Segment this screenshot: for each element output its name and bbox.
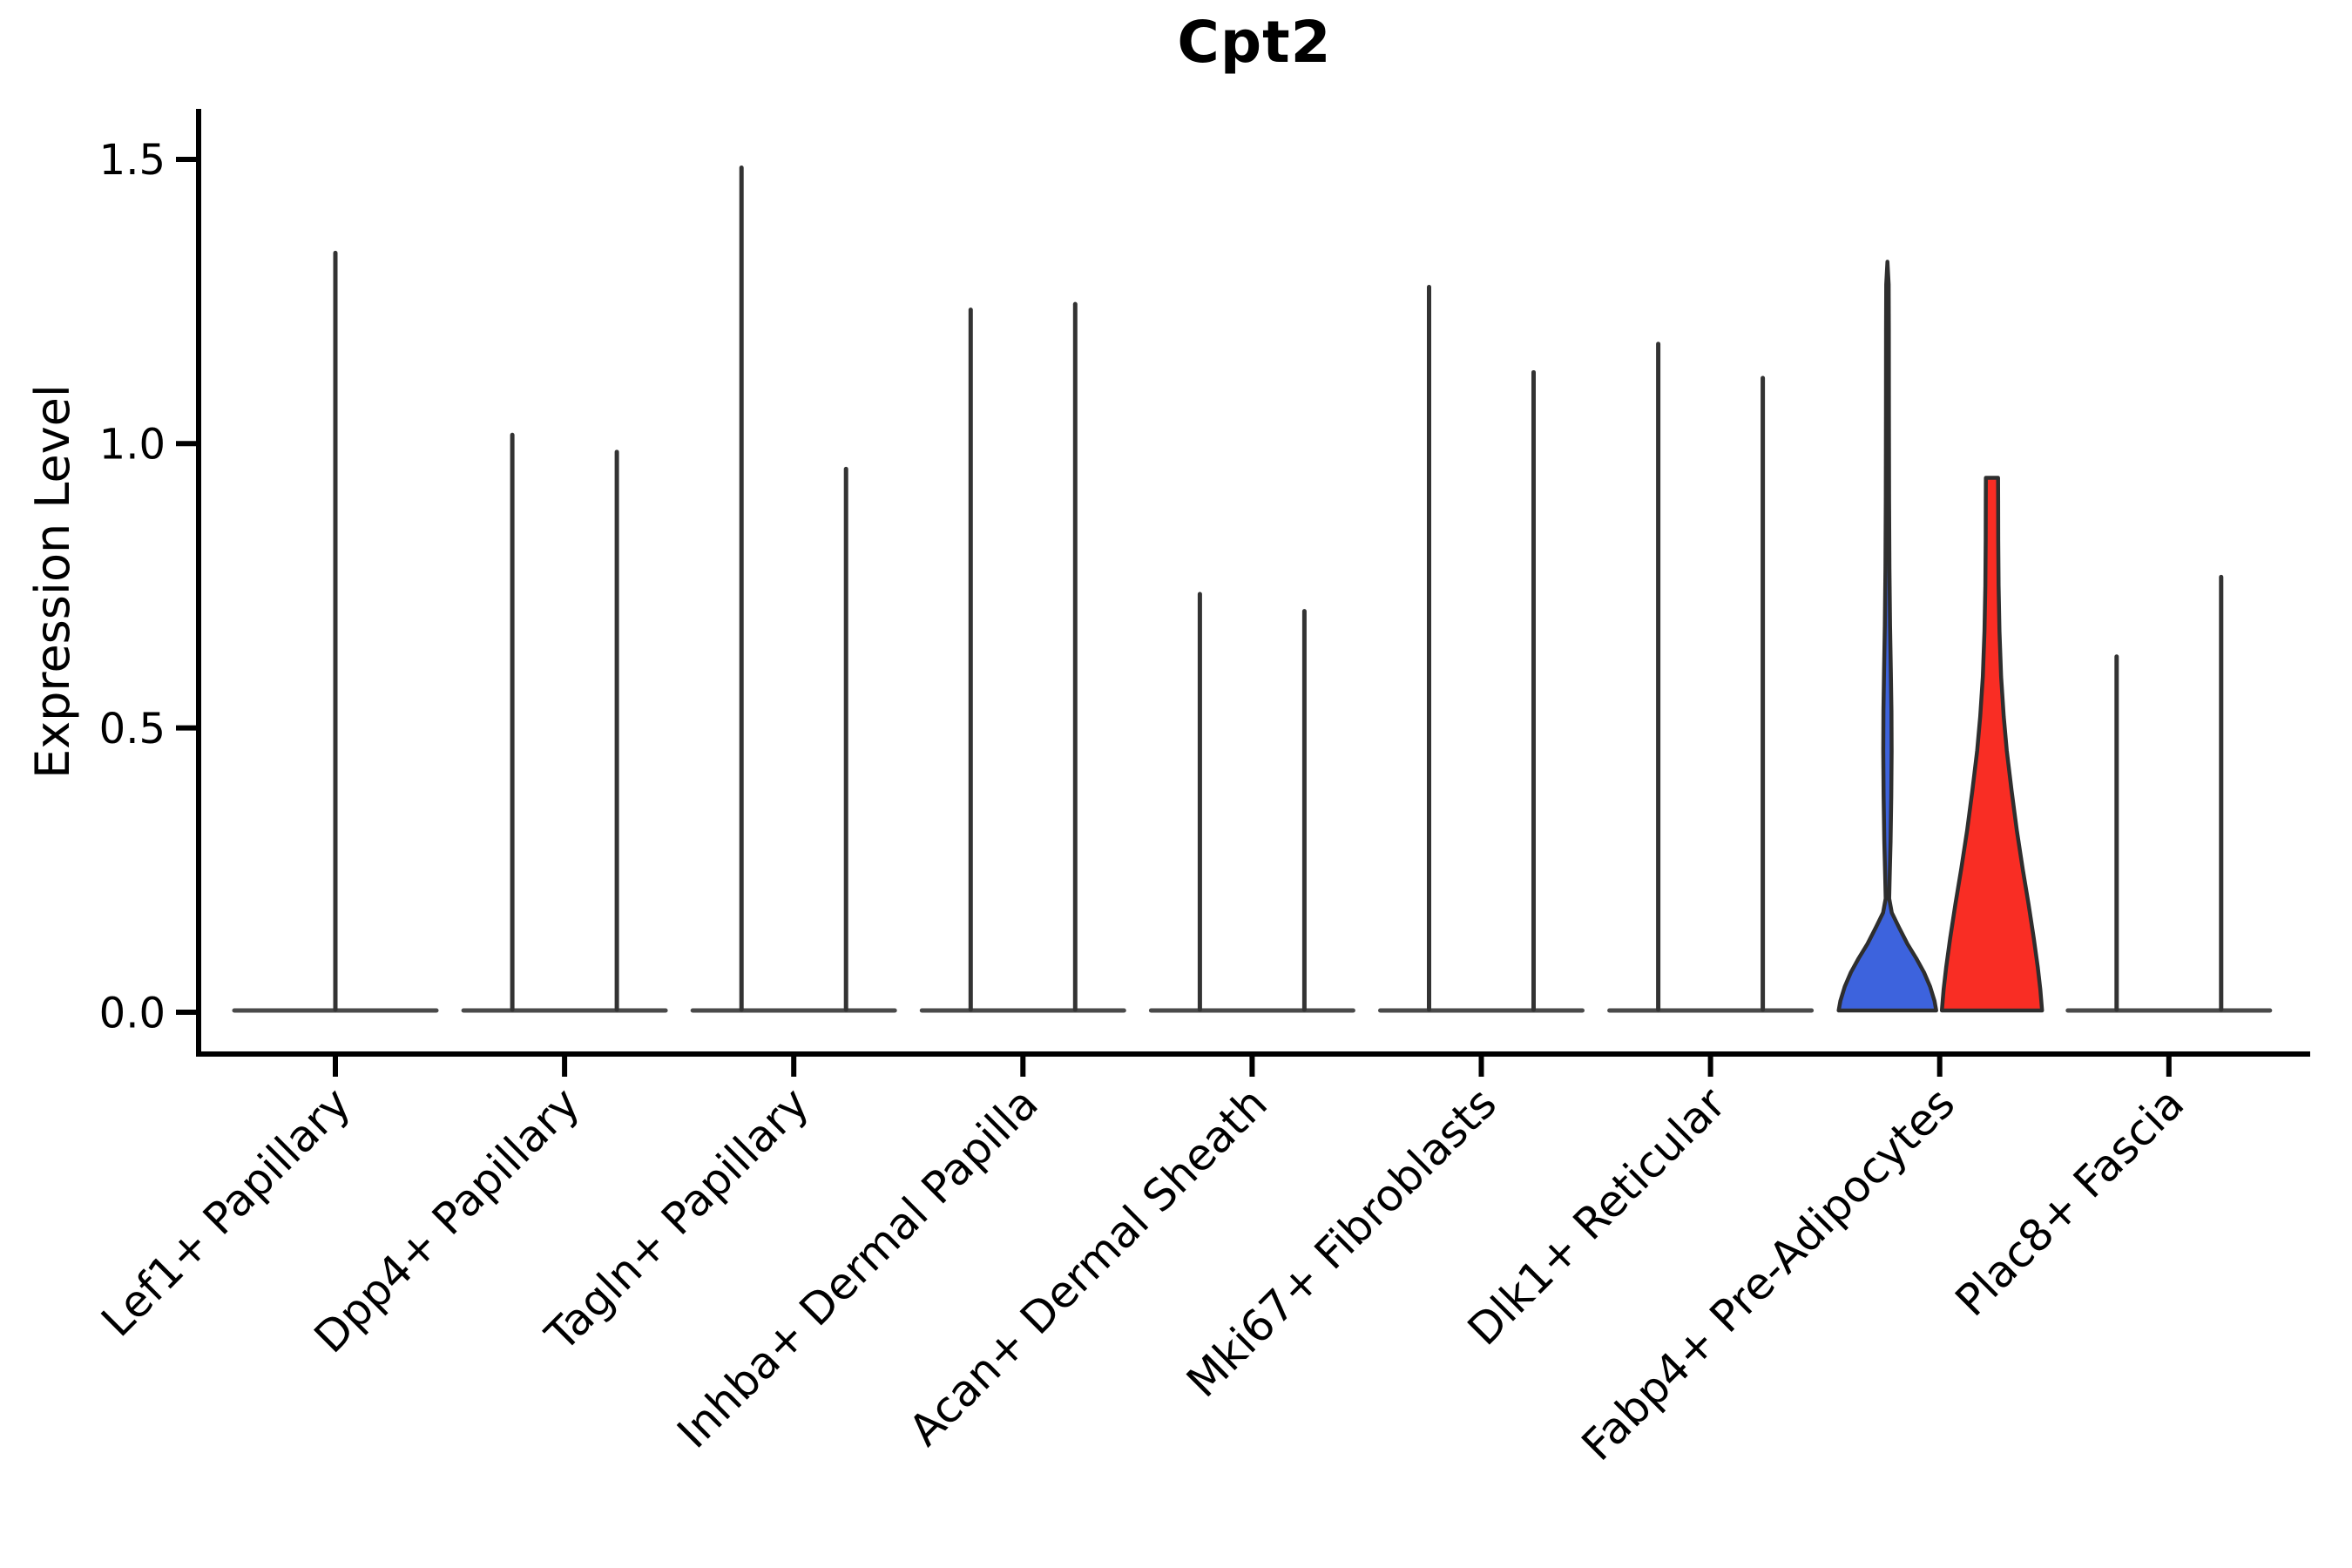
violin-body-blue (1836, 260, 1938, 1013)
y-tick-label: 1.5 (99, 136, 166, 185)
y-tick-label: 0.5 (99, 705, 166, 754)
y-tick-label: 0.0 (99, 989, 166, 1037)
x-category-label: Fabp4+ Pre-Adipocytes (1572, 1078, 1965, 1470)
chart-title: Cpt2 (1177, 9, 1332, 76)
y-tick-label: 1.0 (99, 421, 166, 470)
violin-body-red (1939, 476, 2044, 1013)
x-category-label: Plac8+ Fascia (1946, 1078, 2194, 1326)
x-category-label: Lef1+ Papillary (91, 1078, 360, 1346)
